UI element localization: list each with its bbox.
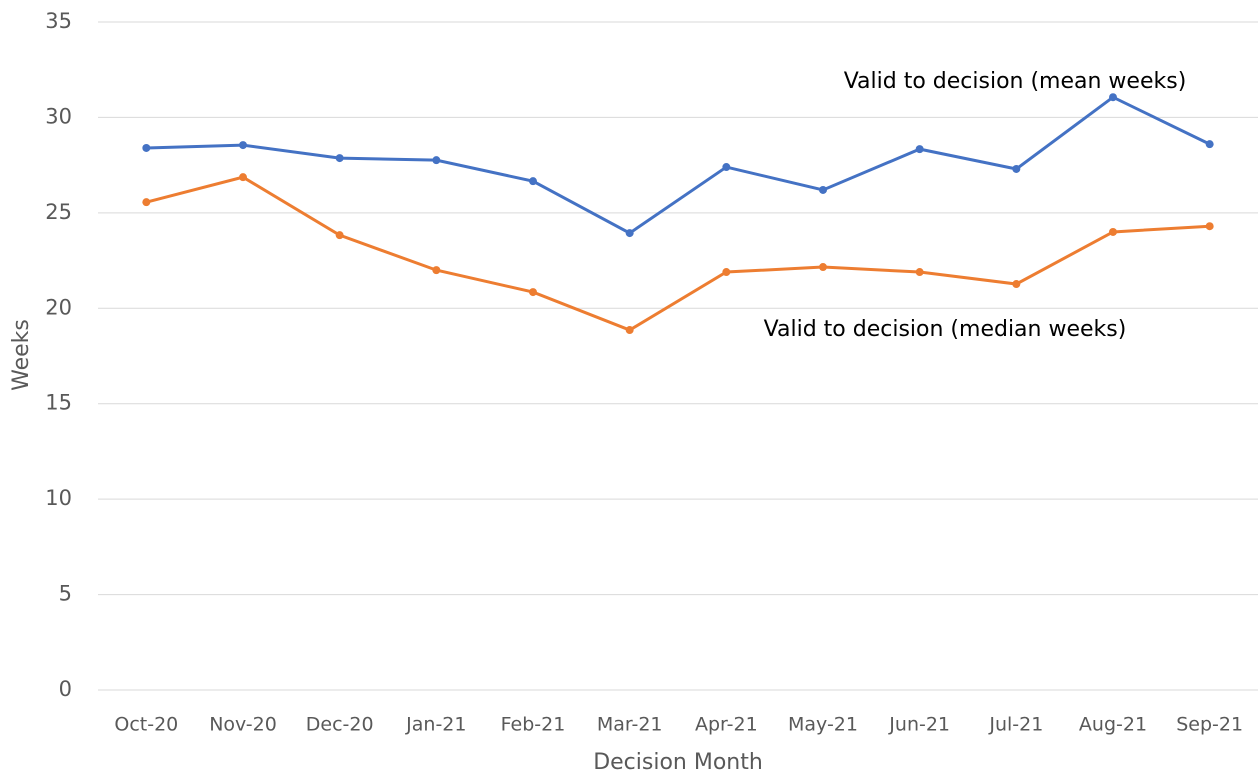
point [1109,93,1117,102]
y-tick-label: 35 [45,9,72,33]
x-tick-label: Jan-21 [405,714,466,736]
point [819,185,827,194]
x-axis-title: Decision Month [593,750,763,775]
x-tick-label: Aug-21 [1079,714,1147,736]
point [239,173,247,182]
x-tick-label: Mar-21 [597,714,663,736]
point [529,288,537,297]
point [432,156,441,165]
point [915,145,924,154]
x-tick-label: Jul-21 [988,714,1043,736]
y-tick-label: 20 [45,295,72,319]
point [915,268,924,277]
series-line [146,95,1211,235]
point [1012,280,1021,289]
x-tick-label: Sep-21 [1176,714,1243,736]
x-tick-label: Jun-21 [888,714,950,736]
series-line [145,175,1210,332]
point [335,231,344,240]
point [1109,227,1117,236]
y-axis-title: Weeks [9,319,34,391]
x-tick-label: Nov-20 [209,714,277,736]
y-tick-label: 30 [45,104,72,128]
point [722,268,731,277]
x-tick-label: Dec-20 [306,714,374,736]
point [625,326,634,335]
y-tick-label: 25 [45,200,72,224]
point [142,198,151,207]
y-tick-label: 10 [45,486,72,510]
x-tick-label: Apr-21 [695,714,758,736]
y-tick-label: 0 [59,677,72,701]
point [239,141,247,150]
point [432,266,441,275]
point [1012,164,1021,173]
point [819,263,827,272]
y-tick-label: 15 [45,391,72,415]
point [335,154,344,163]
point [529,177,537,186]
point [1205,140,1214,149]
point [1205,222,1214,231]
series-label: Valid to decision (mean weeks) [844,69,1187,94]
point [625,229,634,238]
x-tick-label: May-21 [788,714,858,736]
y-tick-label: 5 [59,582,72,606]
point [722,163,731,172]
point [142,143,151,152]
x-tick-label: Feb-21 [501,714,566,736]
series-label: Valid to decision (median weeks) [764,317,1127,342]
x-tick-label: Oct-20 [114,714,178,736]
